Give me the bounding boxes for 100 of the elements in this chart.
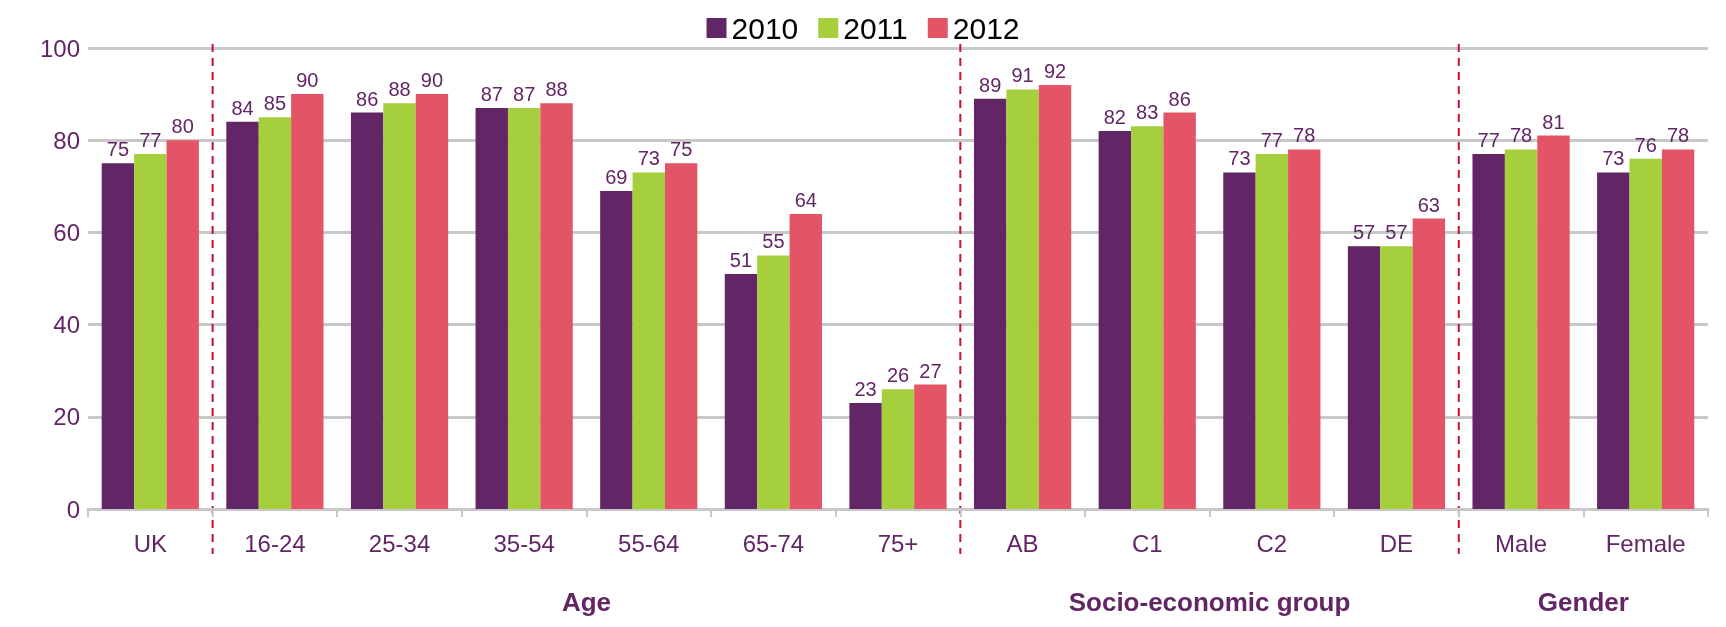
bar — [789, 213, 822, 509]
data-label: 63 — [1417, 193, 1440, 216]
bar — [415, 94, 449, 509]
bar — [914, 384, 947, 509]
bar — [507, 107, 541, 509]
data-label: 75 — [670, 138, 693, 161]
bar — [258, 117, 292, 509]
bar — [1163, 112, 1196, 509]
data-label: 27 — [919, 359, 942, 382]
bar — [757, 255, 790, 509]
data-label: 77 — [1260, 129, 1283, 152]
data-label: 73 — [1228, 147, 1251, 170]
data-label: 86 — [1168, 87, 1191, 110]
bar — [1504, 149, 1538, 509]
bar — [1223, 172, 1256, 509]
data-label: 88 — [388, 78, 411, 101]
bar — [1131, 126, 1164, 509]
text: Age — [561, 587, 612, 617]
data-label: 26 — [886, 364, 910, 387]
data-label: 73 — [637, 147, 660, 170]
legend-label: 2012 — [952, 11, 1020, 45]
bar — [881, 389, 915, 509]
x-tick-label: 55-64 — [618, 529, 680, 557]
bar — [974, 98, 1007, 509]
bar — [1537, 135, 1570, 509]
data-label: 77 — [139, 129, 162, 152]
data-label: 80 — [171, 115, 194, 138]
data-label: 51 — [729, 248, 753, 271]
data-label: 57 — [1352, 221, 1376, 244]
y-tick-label: 40 — [53, 311, 80, 339]
text: Gender — [1537, 587, 1629, 617]
bar — [1380, 246, 1413, 509]
text: Socio-economic group — [1068, 587, 1351, 617]
y-tick-label: 0 — [66, 495, 80, 523]
bar — [600, 190, 633, 509]
y-tick-label: 20 — [53, 403, 80, 431]
bar — [1347, 246, 1381, 509]
data-label: 23 — [854, 377, 877, 400]
bar — [383, 103, 416, 509]
bar — [475, 107, 508, 509]
bar — [724, 273, 758, 509]
bar — [1288, 149, 1321, 509]
data-label: 64 — [794, 188, 817, 211]
bar — [101, 163, 135, 509]
x-tick-label: AB — [1006, 529, 1039, 557]
data-label: 86 — [356, 87, 379, 110]
data-label: 77 — [1477, 129, 1500, 152]
x-tick-label: 75+ — [877, 529, 919, 557]
data-label: 87 — [480, 82, 503, 105]
data-label: 84 — [231, 96, 254, 119]
data-label: 90 — [296, 69, 319, 92]
data-label: 57 — [1385, 221, 1408, 244]
bar — [1098, 130, 1132, 509]
bar — [1006, 89, 1039, 509]
x-tick-label: C2 — [1256, 529, 1288, 557]
bar — [166, 140, 199, 509]
bar — [1255, 154, 1289, 509]
x-tick-label: 65-74 — [742, 529, 805, 557]
y-tick-label: 60 — [53, 218, 80, 246]
bar — [849, 402, 882, 509]
bar — [226, 121, 259, 509]
bar — [291, 94, 324, 509]
x-tick-label: UK — [133, 529, 167, 557]
bar — [134, 154, 167, 509]
bar — [540, 103, 573, 509]
bar — [1472, 154, 1505, 509]
x-tick-label: Female — [1605, 529, 1686, 557]
data-label: 55 — [762, 230, 785, 253]
data-label: 87 — [513, 82, 536, 105]
x-tick-label: DE — [1379, 529, 1414, 557]
x-tick-label: 35-54 — [493, 529, 555, 557]
data-label: 75 — [106, 138, 130, 161]
legend-label: 2011 — [843, 11, 908, 45]
x-tick-label: Male — [1495, 529, 1548, 557]
data-label: 82 — [1103, 105, 1126, 128]
data-label: 91 — [1011, 64, 1034, 87]
data-label: 73 — [1602, 147, 1625, 170]
bar — [350, 112, 384, 509]
bar — [1629, 158, 1662, 509]
legend-label: 2010 — [731, 11, 799, 45]
data-label: 76 — [1634, 133, 1657, 156]
data-label: 85 — [263, 92, 287, 115]
data-label: 88 — [545, 78, 568, 101]
bar — [632, 172, 665, 509]
bar — [1597, 172, 1630, 509]
data-label: 92 — [1043, 59, 1067, 82]
x-tick-label: 16-24 — [244, 529, 306, 557]
data-label: 89 — [979, 73, 1002, 96]
data-label: 83 — [1136, 101, 1159, 124]
data-label: 78 — [1666, 124, 1690, 147]
data-label: 81 — [1542, 110, 1565, 133]
y-tick-label: 100 — [39, 34, 80, 62]
bar — [1412, 218, 1446, 509]
data-label: 69 — [605, 165, 628, 188]
data-label: 90 — [420, 69, 444, 92]
bar — [1661, 149, 1695, 509]
data-label: 78 — [1293, 124, 1316, 147]
x-tick-label: C1 — [1131, 529, 1163, 557]
y-tick-label: 80 — [53, 126, 80, 154]
data-label: 78 — [1509, 124, 1533, 147]
